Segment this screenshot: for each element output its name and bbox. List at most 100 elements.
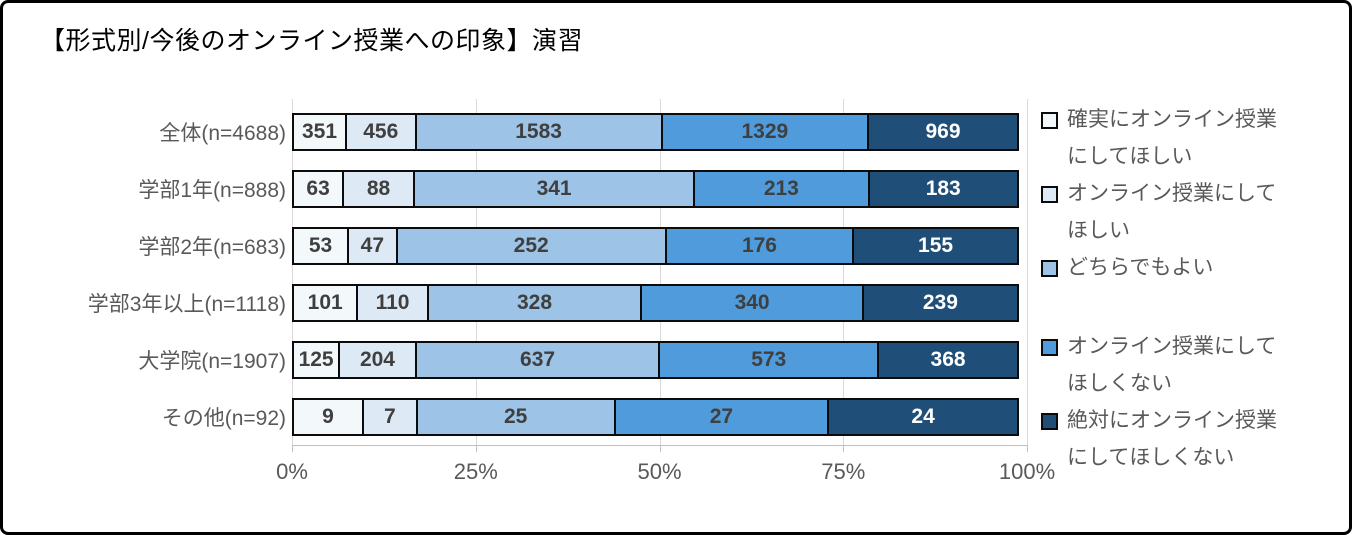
x-axis-tick (1027, 445, 1028, 452)
bar-segment: 27 (613, 397, 830, 436)
bar-segment: 213 (693, 169, 870, 208)
x-axis-label: 0% (276, 459, 308, 484)
bar-value-label: 573 (751, 347, 787, 371)
bar-segment: 456 (345, 112, 417, 151)
bar-row: 9 7 25 27 24 (292, 388, 1027, 445)
category-label: 学部3年以上(n=1118) (87, 292, 286, 316)
bar-segment: 47 (347, 226, 398, 265)
x-axis-tick (475, 445, 477, 452)
bar-row: 53 47 252 176 155 (292, 217, 1027, 274)
bar-segment: 176 (664, 226, 855, 265)
legend-item: オンライン授業にしてほしくない (1041, 328, 1343, 402)
bar-value-label: 9 (322, 404, 334, 428)
legend: 確実にオンライン授業にしてほしい オンライン授業にしてほしいどちらでもよいオンライ… (1041, 101, 1343, 476)
plot-area: 351 456 1583 1329 969 63 88 341 213 183 53 47 252 176… (292, 99, 1028, 445)
bar-value-label: 110 (375, 290, 410, 314)
gridline (1027, 99, 1028, 445)
stacked-bar: 351 456 1583 1329 969 (292, 112, 1027, 151)
bar-value-label: 239 (922, 290, 958, 314)
bar-segment: 1329 (660, 112, 870, 151)
bar-value-label: 341 (536, 176, 572, 200)
bar-segment: 351 (292, 112, 348, 151)
gridline (292, 99, 293, 445)
bar-segment: 328 (426, 283, 643, 322)
legend-label: どちらでもよい (1067, 256, 1214, 279)
bar-value-label: 47 (360, 233, 384, 257)
legend-marker-swatch (1041, 339, 1058, 356)
bar-segment: 53 (292, 226, 350, 265)
legend-label: 確実にオンライン授業にしてほしい (1067, 108, 1277, 168)
legend-marker-swatch (1041, 186, 1058, 203)
category-label: その他(n=92) (161, 406, 286, 430)
bar-segment: 63 (292, 169, 345, 208)
bar-value-label: 24 (911, 404, 935, 428)
bar-segment: 368 (877, 340, 1019, 379)
x-axis-label: 50% (637, 459, 682, 484)
legend-label: 絶対にオンライン授業にしてほしくない (1067, 409, 1277, 469)
bar-value-label: 351 (301, 119, 338, 143)
category-label: 大学院(n=1907) (138, 349, 286, 373)
bar-value-label: 63 (306, 176, 330, 200)
bar-row: 101 110 328 340 239 (292, 274, 1027, 331)
legend-item: オンライン授業にしてほしい (1041, 175, 1343, 249)
bar-segment: 24 (827, 397, 1019, 436)
gridline (475, 99, 477, 445)
x-axis-label: 100% (998, 459, 1056, 484)
stacked-bar: 125 204 637 573 368 (292, 340, 1027, 379)
bar-value-label: 155 (918, 233, 954, 257)
legend-label: オンライン授業にしてほしくない (1067, 335, 1277, 395)
x-axis-tick (843, 445, 845, 452)
bar-segment: 7 (361, 397, 418, 436)
bar-value-label: 125 (298, 347, 334, 371)
bar-segment: 637 (414, 340, 661, 379)
x-axis-label: 75% (821, 459, 866, 484)
bar-value-label: 328 (516, 290, 553, 314)
x-axis-tick (292, 445, 293, 452)
stacked-bar: 53 47 252 176 155 (292, 226, 1027, 265)
bar-row: 63 88 341 213 183 (292, 160, 1027, 217)
bar-segment: 573 (658, 340, 880, 379)
bar-row: 351 456 1583 1329 969 (292, 103, 1027, 160)
bar-value-label: 368 (930, 347, 966, 371)
bar-value-label: 969 (925, 119, 961, 143)
bar-segment: 252 (395, 226, 667, 265)
legend-item: 確実にオンライン授業にしてほしい (1041, 101, 1343, 175)
bar-value-label: 53 (308, 233, 333, 257)
legend-marker-swatch (1041, 260, 1058, 277)
bar-value-label: 27 (709, 404, 734, 428)
bar-segment: 155 (852, 226, 1019, 265)
bar-value-label: 88 (366, 176, 391, 200)
bar-value-label: 176 (741, 233, 777, 257)
bar-value-label: 101 (307, 290, 343, 314)
bar-value-label: 456 (363, 119, 399, 143)
bar-segment: 125 (292, 340, 341, 379)
category-axis: 全体(n=4688) 学部1年(n=888) 学部2年(n=683) 学部3年以上(n… (13, 103, 286, 445)
category-label: 学部1年(n=888) (138, 178, 286, 202)
bar-segment: 110 (356, 283, 429, 322)
bar-value-label: 252 (513, 233, 549, 257)
gridline (659, 99, 661, 445)
bar-value-label: 1329 (741, 119, 789, 143)
bar-segment: 1583 (414, 112, 663, 151)
bar-value-label: 183 (925, 176, 961, 200)
bar-segment: 88 (342, 169, 415, 208)
bar-row: 125 204 637 573 368 (292, 331, 1027, 388)
category-label: 全体(n=4688) (159, 121, 286, 145)
bar-segment: 101 (292, 283, 359, 322)
legend-item: どちらでもよい (1041, 249, 1343, 286)
bar-segment: 969 (867, 112, 1019, 151)
bar-value-label: 7 (384, 404, 396, 428)
bar-segment: 204 (338, 340, 417, 379)
stacked-bar: 63 88 341 213 183 (292, 169, 1027, 208)
bar-value-label: 1583 (515, 119, 562, 143)
bar-segment: 239 (861, 283, 1019, 322)
bar-segment: 341 (412, 169, 696, 208)
category-label: 学部2年(n=683) (138, 235, 286, 259)
bar-segment: 340 (640, 283, 864, 322)
legend-label: オンライン授業にしてほしい (1067, 182, 1277, 242)
bar-segment: 183 (867, 169, 1019, 208)
bar-segment: 25 (415, 397, 616, 436)
bar-value-label: 204 (359, 347, 395, 371)
bar-value-label: 213 (763, 176, 799, 200)
